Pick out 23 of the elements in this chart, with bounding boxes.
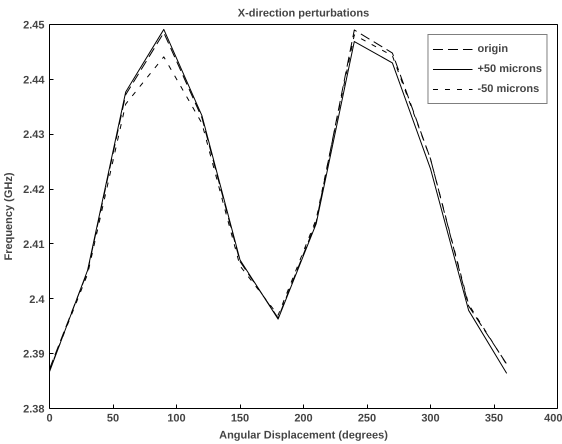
x-tick-label: 300: [421, 412, 440, 424]
x-tick-label: 100: [167, 412, 186, 424]
y-tick-label: 2.38: [23, 404, 45, 416]
y-tick-label: 2.45: [23, 20, 45, 32]
y-tick-label: 2.43: [23, 129, 45, 142]
y-tick-label: 2.39: [23, 348, 45, 361]
x-tick-label: 400: [544, 412, 562, 424]
x-tick-label: 50: [106, 412, 120, 424]
x-axis-title: Angular Displacement (degrees): [219, 430, 388, 442]
legend-label: +50 microns: [477, 63, 542, 75]
y-tick-label: 2.4: [29, 294, 46, 306]
x-tick-label: 0: [46, 412, 53, 424]
chart-title: X-direction perturbations: [238, 8, 370, 20]
legend-label: origin: [477, 43, 508, 55]
x-tick-label: 350: [484, 412, 504, 424]
y-axis-title: Frequency (GHz): [3, 172, 16, 261]
y-tick-label: 2.44: [23, 74, 46, 86]
x-tick-label: 150: [230, 412, 250, 424]
y-tick-label: 2.41: [23, 238, 45, 251]
y-tick-label: 2.42: [23, 184, 45, 196]
x-tick-label: 200: [294, 412, 313, 424]
legend-label: -50 microns: [477, 83, 540, 95]
x-tick-label: 250: [358, 412, 376, 424]
